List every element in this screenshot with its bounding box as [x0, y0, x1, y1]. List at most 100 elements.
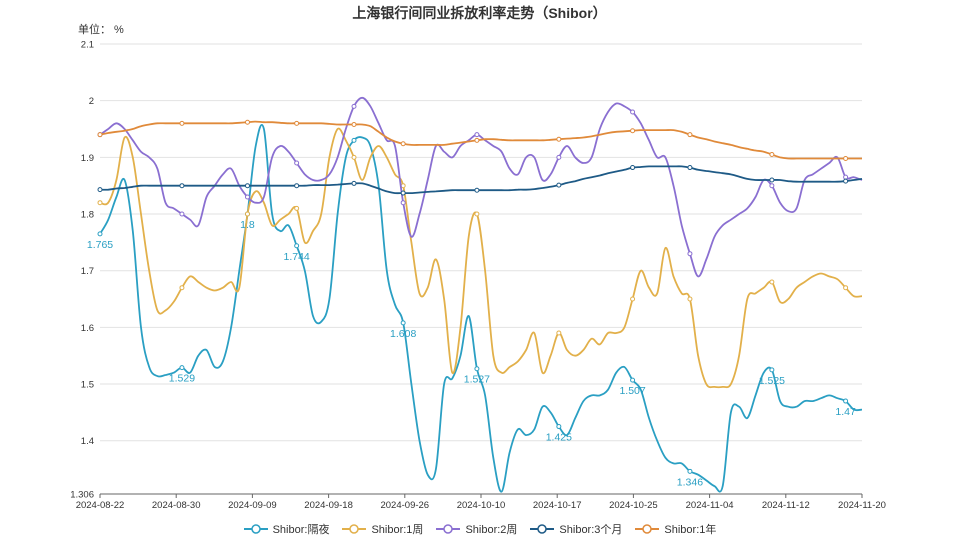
- legend-item-4[interactable]: Shibor:3个月: [529, 521, 622, 537]
- series-5: [97, 119, 862, 161]
- series-1: [97, 123, 863, 493]
- data-label: 1.527: [464, 374, 490, 386]
- data-point: [687, 296, 693, 302]
- data-point: [179, 120, 185, 126]
- legend: Shibor:隔夜 Shibor:1周 Shibor:2周 Shibor:3个月 Shi…: [0, 521, 959, 538]
- data-point: [474, 187, 480, 193]
- data-point: [843, 174, 849, 180]
- y-tick-label: 1.306: [70, 490, 94, 501]
- data-point: [400, 141, 406, 147]
- data-point: [244, 119, 250, 125]
- data-label: 1.744: [284, 251, 310, 263]
- data-point: [294, 183, 300, 189]
- y-tick-label: 1.8: [81, 210, 94, 221]
- data-point: [179, 365, 185, 371]
- x-tick-label: 2024-09-18: [304, 500, 353, 511]
- data-label: 1.525: [759, 375, 785, 387]
- data-point: [474, 366, 480, 372]
- chart-title: 上海银行间同业拆放利率走势（Shibor）: [352, 5, 607, 21]
- data-point: [769, 367, 775, 373]
- x-tick-label: 2024-11-20: [838, 500, 886, 511]
- legend-label: Shibor:3个月: [559, 524, 623, 536]
- y-tick-label: 1.4: [81, 436, 94, 447]
- x-tick-label: 2024-08-30: [152, 500, 201, 511]
- y-tick-label: 1.7: [81, 266, 94, 277]
- y-tick-label: 2.1: [81, 40, 94, 51]
- data-point: [294, 120, 300, 126]
- y-axis-unit-label: 单位： %: [78, 24, 124, 36]
- series-4: [97, 165, 863, 196]
- data-point: [294, 160, 300, 166]
- y-tick-label: 1.9: [81, 153, 94, 164]
- x-tick-label: 2024-10-17: [533, 500, 582, 511]
- data-point: [97, 200, 103, 206]
- y-grid: 1.306 1.4 1.5 1.6 1.7 1.8 1.9 2 2.1: [70, 40, 862, 501]
- data-label: 1.529: [169, 373, 195, 385]
- legend-item-1[interactable]: Shibor:隔夜: [243, 521, 330, 537]
- data-point: [630, 165, 636, 171]
- data-point: [687, 165, 693, 171]
- data-point: [630, 296, 636, 302]
- data-point: [687, 251, 693, 257]
- legend-swatch-icon: [436, 524, 461, 534]
- x-tick-label: 2024-11-12: [762, 500, 810, 511]
- data-point: [843, 155, 849, 161]
- data-point: [769, 183, 775, 189]
- series-line: [99, 96, 863, 278]
- legend-item-3[interactable]: Shibor:2周: [435, 521, 517, 537]
- legend-item-2[interactable]: Shibor:1周: [341, 521, 423, 537]
- data-point: [400, 320, 406, 326]
- data-point: [294, 243, 300, 249]
- data-point: [351, 180, 357, 186]
- data-point: [179, 285, 185, 291]
- x-axis-ticks: 2024-08-22 2024-08-30 2024-09-09 2024-09-18…: [76, 494, 886, 511]
- data-label: 1.47: [835, 406, 856, 418]
- x-tick-label: 2024-08-22: [76, 500, 125, 511]
- data-point: [400, 200, 406, 206]
- data-point: [244, 211, 250, 217]
- data-point: [630, 377, 636, 383]
- data-point: [687, 132, 693, 138]
- data-point: [97, 132, 103, 138]
- legend-label: Shibor:1年: [664, 524, 717, 536]
- data-point: [843, 178, 849, 184]
- data-point: [474, 132, 480, 138]
- legend-label: Shibor:隔夜: [272, 524, 330, 536]
- data-point: [179, 183, 185, 189]
- y-tick-label: 2: [89, 96, 94, 107]
- x-tick-label: 2024-10-25: [609, 500, 658, 511]
- legend-swatch-icon: [243, 524, 268, 534]
- data-point: [556, 154, 562, 160]
- legend-label: Shibor:1周: [371, 524, 424, 536]
- data-point: [843, 285, 849, 291]
- data-point: [769, 152, 775, 158]
- data-point: [351, 103, 357, 109]
- series-line: [99, 123, 863, 493]
- data-label: 1.765: [87, 239, 113, 251]
- x-tick-label: 2024-09-26: [380, 500, 429, 511]
- data-point: [244, 183, 250, 189]
- data-point: [351, 121, 357, 127]
- legend-swatch-icon: [342, 524, 367, 534]
- data-point: [556, 182, 562, 188]
- data-point: [687, 468, 693, 474]
- legend-swatch-icon: [530, 524, 555, 534]
- series-2: [97, 127, 863, 389]
- data-point: [769, 177, 775, 183]
- series-line: [99, 120, 862, 160]
- data-point: [244, 194, 250, 200]
- data-labels: 1.765 1.529 1.8 1.744 1.608 1.527 1.425 1.507 1.…: [87, 219, 856, 488]
- x-tick-label: 2024-10-10: [457, 500, 506, 511]
- data-label: 1.507: [619, 385, 645, 397]
- data-point: [97, 187, 103, 193]
- data-label: 1.425: [546, 432, 572, 444]
- data-label: 1.608: [390, 328, 416, 340]
- data-label: 1.346: [677, 476, 703, 488]
- data-point: [474, 137, 480, 143]
- x-tick-label: 2024-11-04: [686, 500, 734, 511]
- legend-item-5[interactable]: Shibor:1年: [634, 521, 716, 537]
- data-point: [474, 211, 480, 217]
- data-point: [351, 137, 357, 143]
